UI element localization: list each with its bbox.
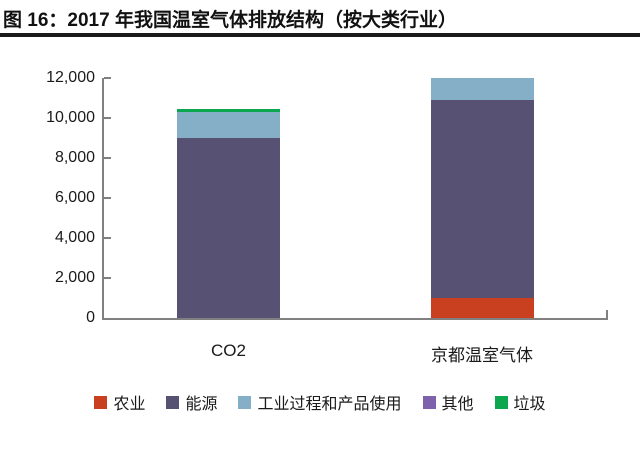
bar-segment	[177, 138, 280, 318]
x-axis-label: CO2	[211, 341, 246, 360]
y-tick-mark	[104, 197, 111, 199]
legend-swatch	[166, 395, 180, 409]
y-tick-label: 4,000	[54, 229, 95, 246]
legend-label: 垃圾	[513, 396, 546, 413]
legend-label: 其他	[441, 396, 474, 413]
legend-item: 工业过程和产品使用	[238, 390, 402, 414]
legend-label: 工业过程和产品使用	[257, 396, 402, 413]
legend-item: 能源	[166, 390, 217, 414]
legend-item: 垃圾	[494, 390, 546, 414]
x-axis-label: 京都温室气体	[431, 346, 533, 365]
y-tick-label: 8,000	[54, 149, 95, 166]
x-axis-end-tick	[606, 310, 608, 318]
legend-swatch	[94, 395, 108, 409]
y-tick-label: 0	[86, 309, 95, 326]
legend-item: 其他	[422, 390, 474, 414]
legend-item: 农业	[94, 390, 145, 414]
bar-segment	[430, 78, 534, 100]
y-tick-mark	[104, 157, 111, 159]
bar-segment	[430, 298, 534, 318]
x-axis-line	[102, 318, 608, 320]
figure-title: 图 16：2017 年我国温室气体排放结构（按大类行业）	[3, 10, 457, 31]
legend-swatch	[238, 395, 252, 409]
legend-swatch	[494, 395, 508, 409]
y-tick-label: 2,000	[54, 269, 95, 286]
legend-swatch	[422, 395, 436, 409]
y-axis-line	[102, 78, 104, 318]
y-tick-mark	[104, 117, 111, 119]
bar-segment	[177, 109, 280, 112]
legend-label: 能源	[185, 396, 218, 413]
y-tick-label: 6,000	[54, 189, 95, 206]
y-tick-mark	[104, 77, 111, 79]
y-tick-label: 10,000	[46, 109, 95, 126]
y-tick-mark	[104, 277, 111, 279]
y-tick-mark	[104, 237, 111, 239]
bar-segment	[177, 112, 280, 138]
legend: 农业 能源 工业过程和产品使用 其他 垃圾	[0, 390, 640, 414]
title-divider	[0, 33, 640, 37]
y-tick-label: 12,000	[46, 69, 95, 86]
legend-label: 农业	[113, 396, 146, 413]
bar-segment	[430, 100, 534, 298]
